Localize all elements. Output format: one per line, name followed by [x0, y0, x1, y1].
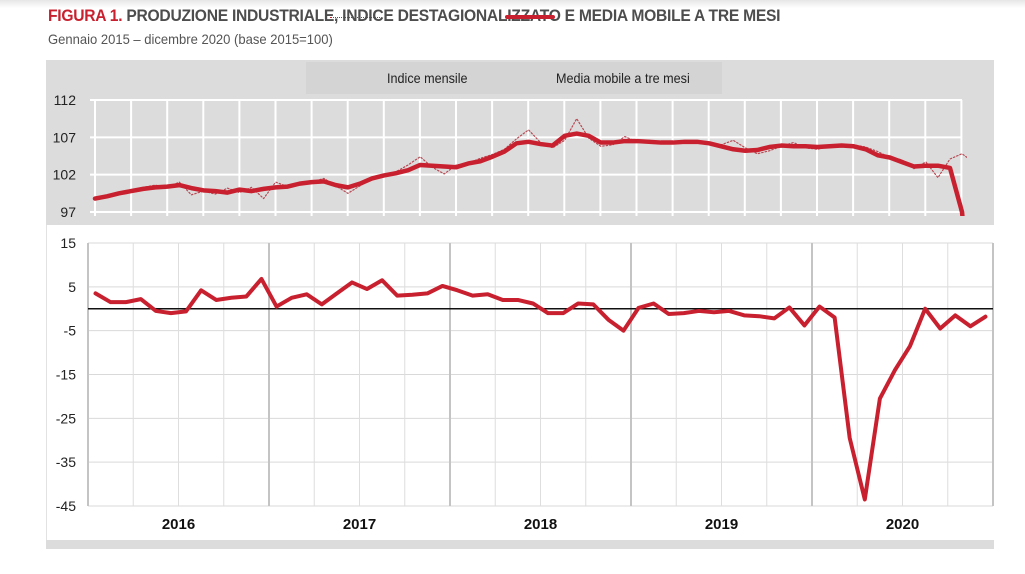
- bottom-xtick-label: 2018: [524, 516, 557, 533]
- legend: [306, 62, 722, 94]
- figure-title-text: PRODUZIONE INDUSTRIALE, INDICE DESTAGION…: [126, 6, 781, 25]
- legend-swatch-indice-mensile: [330, 17, 380, 18]
- bottom-ytick-label: -45: [56, 498, 76, 514]
- figure-title: FIGURA 1. PRODUZIONE INDUSTRIALE, INDICE…: [48, 6, 780, 26]
- bottom-ytick-label: -5: [64, 323, 77, 339]
- figure-subtitle: Gennaio 2015 – dicembre 2020 (base 2015=…: [48, 31, 333, 47]
- top-chart-grid: [90, 99, 963, 216]
- bottom-ytick-label: -25: [56, 410, 76, 426]
- bottom-chart-grid: [87, 242, 994, 507]
- bottom-ytick-label: -15: [56, 367, 76, 383]
- top-plot-area: [90, 100, 962, 216]
- bottom-xtick-label: 2016: [162, 516, 195, 533]
- bottom-ytick-label: 15: [60, 235, 76, 251]
- top-chart-lines: [92, 118, 967, 216]
- legend-label-indice-mensile: Indice mensile: [387, 70, 468, 86]
- bottom-chart-lines: [93, 276, 988, 502]
- top-ytick-label: 102: [53, 167, 77, 183]
- bottom-ytick-label: -35: [56, 454, 76, 470]
- top-ytick-label: 112: [54, 92, 77, 108]
- legend-label-media-mobile: Media mobile a tre mesi: [556, 70, 690, 86]
- bottom-xtick-label: 2019: [705, 516, 738, 533]
- series-line-media-mobile: [92, 131, 965, 216]
- top-ytick-label: 97: [60, 204, 76, 220]
- bottom-chart-panel: [46, 225, 995, 540]
- figure-label: FIGURA 1.: [48, 6, 123, 25]
- top-ytick-label: 107: [53, 129, 77, 145]
- bottom-xtick-label: 2020: [886, 516, 919, 533]
- top-fade: [0, 0, 1025, 8]
- bottom-chart-yticks: 15 5 -5 -15 -25 -35 -45: [56, 235, 76, 514]
- top-chart-xaxis-strip: [46, 537, 994, 549]
- series-line-variazione: [93, 276, 988, 502]
- legend-swatch-media-mobile: [505, 15, 555, 19]
- bottom-xtick-label: 2017: [343, 516, 376, 533]
- bottom-chart-xticks: 2016 2017 2018 2019 2020: [162, 516, 919, 533]
- top-chart-yticks: 112 107 102 97: [53, 92, 77, 220]
- bottom-ytick-label: 5: [68, 279, 76, 295]
